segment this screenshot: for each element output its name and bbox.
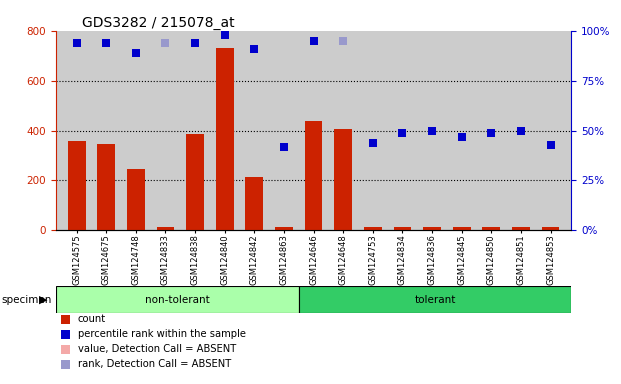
Bar: [68, 141, 86, 230]
Text: count: count: [78, 314, 106, 324]
Text: non-tolerant: non-tolerant: [145, 295, 210, 305]
Bar: [216, 48, 233, 230]
Bar: [61, 315, 70, 324]
Bar: [334, 129, 352, 230]
Point: [427, 127, 437, 134]
Point: [397, 129, 407, 136]
Bar: [423, 227, 441, 230]
Bar: [61, 360, 70, 369]
Bar: [364, 227, 382, 230]
Bar: [275, 227, 293, 230]
Bar: [97, 144, 115, 230]
Bar: [56, 286, 299, 313]
Text: percentile rank within the sample: percentile rank within the sample: [78, 329, 245, 339]
Point: [131, 50, 141, 56]
Bar: [186, 134, 204, 230]
Point: [250, 46, 260, 52]
Point: [279, 144, 289, 150]
Text: rank, Detection Call = ABSENT: rank, Detection Call = ABSENT: [78, 359, 231, 369]
Point: [220, 31, 230, 38]
Point: [338, 38, 348, 44]
Text: tolerant: tolerant: [414, 295, 456, 305]
Point: [457, 134, 467, 140]
Bar: [245, 177, 263, 230]
Point: [190, 40, 200, 46]
Point: [486, 129, 496, 136]
Bar: [127, 169, 145, 230]
Bar: [512, 227, 530, 230]
Bar: [394, 227, 411, 230]
Point: [101, 40, 111, 46]
Point: [309, 38, 319, 44]
Text: specimen: specimen: [1, 295, 52, 305]
Bar: [483, 227, 501, 230]
Point: [71, 40, 81, 46]
Text: ▶: ▶: [39, 295, 48, 305]
Bar: [299, 286, 571, 313]
Point: [516, 127, 526, 134]
Point: [546, 141, 556, 147]
Text: value, Detection Call = ABSENT: value, Detection Call = ABSENT: [78, 344, 236, 354]
Bar: [453, 227, 471, 230]
Bar: [156, 227, 175, 230]
Bar: [61, 330, 70, 339]
Bar: [542, 227, 560, 230]
Bar: [61, 345, 70, 354]
Point: [160, 40, 170, 46]
Text: GDS3282 / 215078_at: GDS3282 / 215078_at: [82, 16, 234, 30]
Bar: [305, 121, 322, 230]
Point: [368, 139, 378, 146]
